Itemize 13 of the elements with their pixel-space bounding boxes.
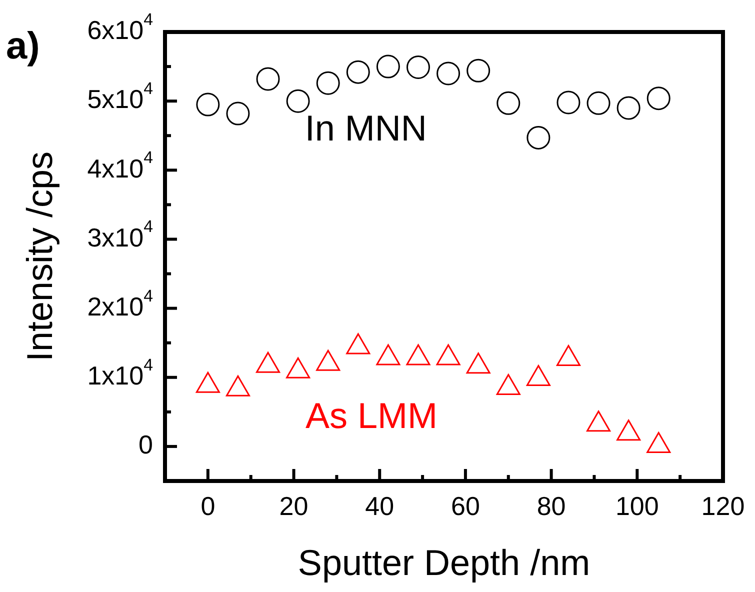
x-tick-label: 120: [701, 491, 745, 522]
y-axis-title: Intensity /cps: [18, 151, 60, 362]
x-tick-label: 0: [200, 491, 216, 522]
x-tick-label: 100: [615, 491, 659, 522]
x-tick-label: 40: [365, 491, 394, 522]
x-tick-label: 60: [451, 491, 480, 522]
x-tick-label: 20: [279, 491, 308, 522]
x-tick-label: 80: [536, 491, 566, 522]
x-axis-title: Sputter Depth /nm: [298, 542, 590, 583]
series-label: As LMM: [305, 395, 438, 436]
y-tick-label: 0: [138, 430, 154, 460]
text: a): [6, 25, 40, 68]
series-label: In MNN: [304, 108, 427, 149]
